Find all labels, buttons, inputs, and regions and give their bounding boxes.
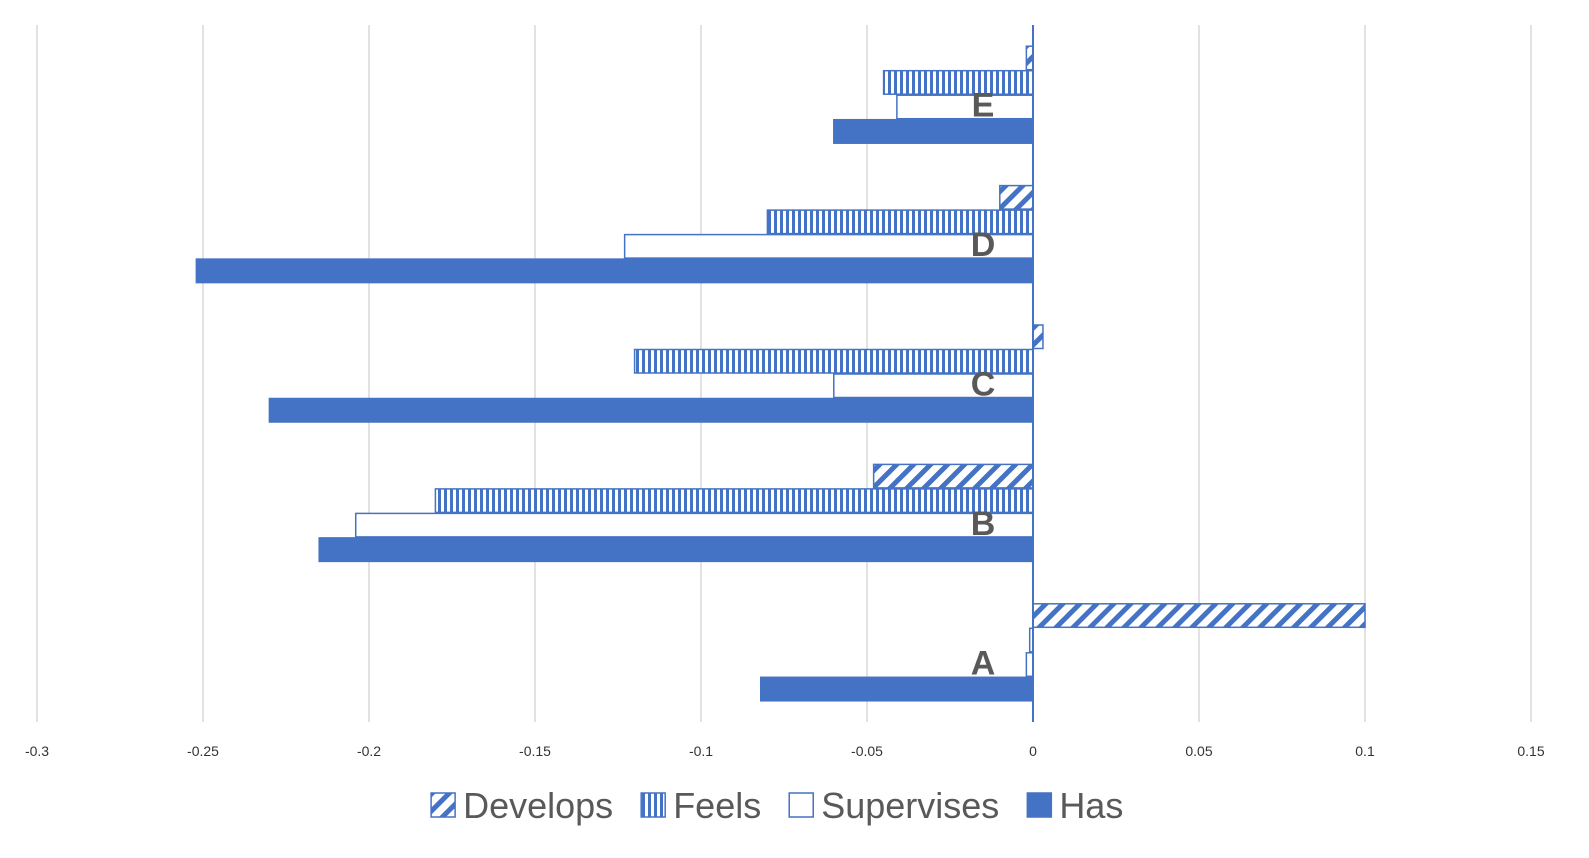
category-label-E: E — [972, 87, 995, 125]
category-label-C: C — [971, 366, 996, 404]
x-tick-label: -0.25 — [187, 743, 219, 759]
x-axis-ticks: -0.3 -0.25 -0.2 -0.15 -0.1 -0.05 0 0.05 0.1 0.15 — [25, 743, 1545, 759]
bar-D-has — [195, 258, 1034, 284]
category-labels: A B C D E — [971, 87, 996, 683]
category-label-D: D — [971, 226, 996, 264]
x-tick-label: -0.05 — [851, 743, 883, 759]
bar-E-supervises — [896, 94, 1034, 120]
x-tick-label: 0.15 — [1517, 743, 1544, 759]
bar-B-feels — [434, 488, 1034, 514]
bar-B-has — [318, 537, 1034, 563]
bar-D-develops — [999, 184, 1034, 210]
bar-C-develops — [1032, 324, 1044, 350]
legend-label-develops: Develops — [463, 785, 613, 826]
x-tick-label: -0.1 — [689, 743, 713, 759]
bar-E-feels — [882, 69, 1034, 95]
category-label-A: A — [971, 644, 996, 682]
legend-label-has: Has — [1059, 785, 1123, 826]
bar-B-develops — [872, 463, 1034, 489]
x-tick-label: -0.3 — [25, 743, 49, 759]
bar-C-has — [268, 397, 1034, 423]
bars — [195, 45, 1366, 702]
x-tick-label: 0.1 — [1355, 743, 1375, 759]
bar-E-has — [833, 118, 1034, 144]
x-tick-label: -0.15 — [519, 743, 551, 759]
legend-label-supervises: Supervises — [821, 785, 999, 826]
legend: Develops Feels Supervises Has — [430, 785, 1123, 826]
category-label-B: B — [971, 505, 996, 543]
bar-B-supervises — [354, 512, 1034, 538]
legend-swatch-supervises — [788, 792, 814, 818]
legend-swatch-feels — [640, 792, 666, 818]
x-tick-label: 0 — [1029, 743, 1037, 759]
legend-swatch-develops — [430, 792, 456, 818]
legend-label-feels: Feels — [673, 785, 761, 826]
x-tick-label: 0.05 — [1185, 743, 1212, 759]
x-tick-label: -0.2 — [357, 743, 381, 759]
bar-C-supervises — [833, 373, 1034, 399]
legend-swatch-has — [1026, 792, 1053, 818]
bar-A-develops — [1032, 603, 1366, 629]
